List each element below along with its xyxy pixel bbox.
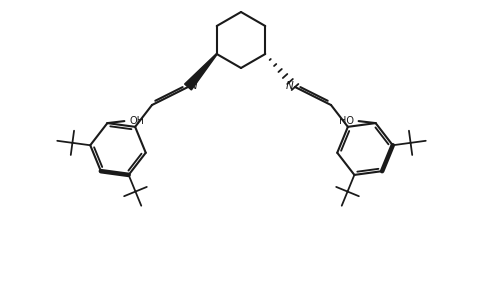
Text: OH: OH <box>129 116 144 126</box>
Polygon shape <box>185 54 217 90</box>
Text: N: N <box>190 81 198 91</box>
Text: HO: HO <box>339 116 354 126</box>
Text: N: N <box>285 81 293 91</box>
